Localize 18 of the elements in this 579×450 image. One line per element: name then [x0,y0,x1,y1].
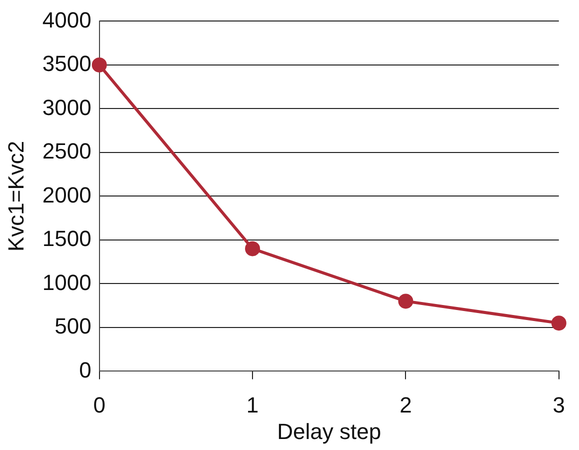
y-tick-label: 1000 [42,270,92,295]
x-tick-label: 3 [552,392,566,418]
y-tick-label: 1500 [42,226,92,252]
y-tick-label: 2500 [42,138,92,164]
y-tick-label: 4000 [42,7,92,32]
y-tick-label: 3000 [42,94,92,120]
y-tick-label: 3500 [42,51,92,76]
point [398,294,414,309]
y-tick-label: 2000 [42,182,92,208]
point [92,57,107,72]
x-tick-label: 1 [246,392,259,418]
x-axis-title: Delay step [277,418,382,444]
y-axis-title: Kvc1=Kvc2 [3,140,28,252]
point [551,316,566,331]
y-tick-label: 0 [79,357,92,382]
point [245,241,260,256]
y-tick-label: 500 [54,314,92,339]
x-tick-label: 2 [400,392,412,418]
